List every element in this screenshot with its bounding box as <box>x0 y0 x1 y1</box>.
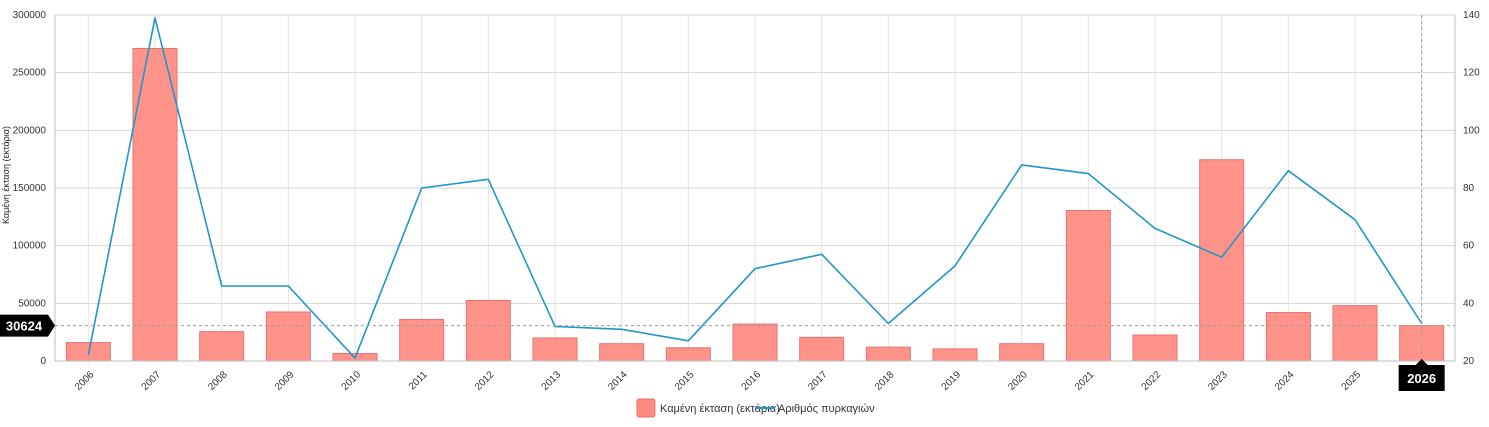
x-tick-label: 2017 <box>806 369 830 393</box>
line-point-2007[interactable] <box>153 15 158 20</box>
line-point-2006[interactable] <box>86 353 91 358</box>
x-tick-label: 2014 <box>606 369 630 393</box>
x-tick-label: 2016 <box>740 369 764 393</box>
x-tick-label: 2006 <box>73 369 97 393</box>
bar-2018[interactable] <box>865 346 911 362</box>
legend-swatch-bar <box>636 398 656 418</box>
line-point-2015[interactable] <box>686 338 691 343</box>
left-tick-label: 100000 <box>13 241 47 252</box>
line-point-2025[interactable] <box>1353 217 1358 222</box>
line-point-2022[interactable] <box>1153 226 1158 231</box>
bar-2026[interactable] <box>1399 325 1445 362</box>
line-point-2011[interactable] <box>419 186 424 191</box>
line-point-2019[interactable] <box>953 263 958 268</box>
bar-2009[interactable] <box>265 311 311 362</box>
crosshair-x-label: 2026 <box>1398 359 1445 391</box>
x-tick-label: 2023 <box>1206 369 1230 393</box>
line-point-2009[interactable] <box>286 284 291 289</box>
bar-2011[interactable] <box>399 318 445 362</box>
line-point-2024[interactable] <box>1286 168 1291 173</box>
left-axis-ticks: 0 50000 100000 150000 200000 250000 300000 <box>13 10 47 367</box>
bar-2007[interactable] <box>132 47 178 362</box>
x-tick-label: 2009 <box>273 369 297 393</box>
crosshair-y-label-box <box>0 314 55 337</box>
legend-label-burned-area: Καμένη έκταση (εκτάρια) <box>660 403 780 415</box>
line-point-2021[interactable] <box>1086 171 1091 176</box>
right-tick-label: 100 <box>1463 125 1480 136</box>
x-tick-label: 2020 <box>1006 369 1030 393</box>
right-tick-label: 40 <box>1463 298 1475 309</box>
bar-2022[interactable] <box>1132 334 1178 362</box>
line-point-2017[interactable] <box>819 252 824 257</box>
line-point-2023[interactable] <box>1219 255 1224 260</box>
x-tick-label: 2015 <box>673 369 697 393</box>
x-tick-label: 2013 <box>540 369 564 393</box>
line-series <box>86 15 1423 361</box>
x-tick-label: 2022 <box>1140 369 1164 393</box>
grid <box>55 14 1455 362</box>
right-tick-label: 120 <box>1463 68 1480 79</box>
line-point-2013[interactable] <box>553 324 558 329</box>
legend: Καμένη έκταση (εκτάρια) Αριθμός πυρκαγιώ… <box>636 398 875 418</box>
line-point-2008[interactable] <box>219 284 224 289</box>
bar-series <box>65 47 1445 362</box>
bar-2021[interactable] <box>1065 209 1111 362</box>
x-tick-label: 2024 <box>1273 369 1297 393</box>
crosshair: 30624 2026 <box>0 15 1455 391</box>
left-tick-label: 250000 <box>13 68 47 79</box>
left-tick-label: 150000 <box>13 183 47 194</box>
legend-item-fire-count[interactable]: Αριθμός πυρκαγιών <box>755 403 875 415</box>
bar-2023[interactable] <box>1199 159 1245 362</box>
x-tick-label: 2007 <box>140 369 164 393</box>
bar-2017[interactable] <box>799 336 845 362</box>
line-point-2010[interactable] <box>353 356 358 361</box>
x-tick-label: 2018 <box>873 369 897 393</box>
crosshair-y-label: 30624 <box>0 314 55 337</box>
right-tick-label: 140 <box>1463 10 1480 21</box>
crosshair-x-label-text: 2026 <box>1407 371 1436 386</box>
right-tick-label: 80 <box>1463 183 1475 194</box>
left-tick-label: 50000 <box>18 298 46 309</box>
x-tick-label: 2012 <box>473 369 497 393</box>
x-axis-ticks: 2006 2007 2008 2009 2010 2011 2012 2013 2014 2015… <box>73 369 1430 393</box>
x-tick-label: 2010 <box>340 369 364 393</box>
right-tick-label: 60 <box>1463 241 1475 252</box>
crosshair-y-label-text: 30624 <box>6 319 43 334</box>
left-tick-label: 300000 <box>13 10 47 21</box>
line-point-2020[interactable] <box>1019 162 1024 167</box>
bar-2024[interactable] <box>1265 312 1311 362</box>
x-tick-label: 2008 <box>206 369 230 393</box>
fire-count-line[interactable] <box>87 17 1423 359</box>
bar-2020[interactable] <box>999 343 1045 362</box>
right-axis-ticks: 20 40 60 80 100 120 140 <box>1463 10 1480 367</box>
bar-2019[interactable] <box>932 348 978 362</box>
axes <box>54 15 1456 362</box>
x-tick-label: 2019 <box>940 369 964 393</box>
legend-label-fire-count: Αριθμός πυρκαγιών <box>778 403 875 415</box>
line-point-2016[interactable] <box>753 266 758 271</box>
crosshair-x-label-box <box>1398 359 1445 391</box>
legend-item-burned-area[interactable]: Καμένη έκταση (εκτάρια) <box>636 398 780 418</box>
bar-2013[interactable] <box>532 337 578 362</box>
x-tick-label: 2011 <box>407 369 430 392</box>
x-tick-label: 2025 <box>1340 369 1364 393</box>
left-tick-label: 0 <box>40 356 46 367</box>
right-tick-label: 20 <box>1463 356 1475 367</box>
bar-2025[interactable] <box>1332 305 1378 362</box>
bar-2012[interactable] <box>465 299 511 362</box>
bar-2008[interactable] <box>199 331 245 362</box>
bar-2016[interactable] <box>732 323 778 362</box>
y-axis-title: Καμένη έκταση (εκτάρια) <box>1 126 11 224</box>
left-tick-label: 200000 <box>13 125 47 136</box>
bar-2014[interactable] <box>599 343 645 362</box>
bar-2015[interactable] <box>665 347 711 362</box>
x-tick-label: 2021 <box>1073 369 1097 393</box>
line-point-2014[interactable] <box>619 327 624 332</box>
line-point-2012[interactable] <box>486 177 491 182</box>
